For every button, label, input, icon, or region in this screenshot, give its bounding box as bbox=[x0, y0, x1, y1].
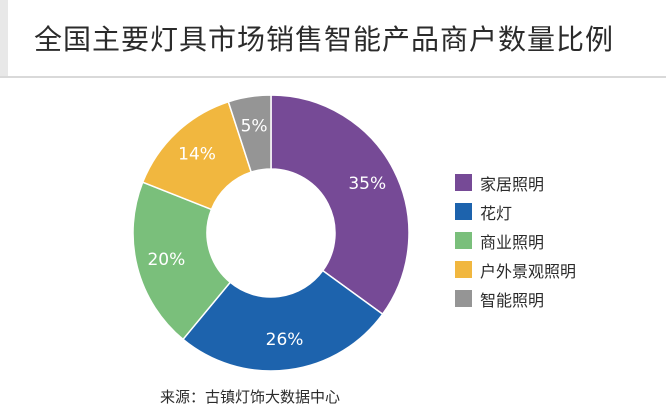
title-divider bbox=[0, 76, 666, 78]
title-accent-bar bbox=[0, 0, 8, 78]
slice-label-smart-lighting: 5% bbox=[241, 116, 268, 136]
legend-item-outdoor-landscape-lighting: 户外景观照明 bbox=[455, 255, 576, 284]
slice-label-home-lighting: 35% bbox=[348, 174, 386, 194]
legend-item-commercial-lighting: 商业照明 bbox=[455, 226, 576, 255]
legend-swatch bbox=[455, 232, 472, 249]
legend-item-home-lighting: 家居照明 bbox=[455, 168, 576, 197]
legend-swatch bbox=[455, 261, 472, 278]
slice-chandelier bbox=[181, 269, 384, 372]
legend-label: 商业照明 bbox=[480, 232, 545, 252]
slice-smart-lighting bbox=[227, 94, 272, 174]
legend-label: 户外景观照明 bbox=[480, 261, 577, 281]
source-note: 来源：古镇灯饰大数据中心 bbox=[160, 388, 341, 406]
slice-label-chandelier: 26% bbox=[266, 330, 304, 350]
legend-label: 家居照明 bbox=[480, 174, 545, 194]
legend-label: 智能照明 bbox=[480, 290, 545, 310]
legend: 家居照明 花灯 商业照明 户外景观照明 智能照明 bbox=[455, 168, 576, 313]
legend-item-chandelier: 花灯 bbox=[455, 197, 576, 226]
legend-swatch bbox=[455, 290, 472, 307]
legend-item-smart-lighting: 智能照明 bbox=[455, 284, 576, 313]
legend-swatch bbox=[455, 174, 472, 191]
slice-label-commercial-lighting: 20% bbox=[147, 250, 185, 270]
slice-label-outdoor-landscape-lighting: 14% bbox=[178, 144, 216, 164]
slice-home-lighting bbox=[270, 94, 410, 316]
chart-title: 全国主要灯具市场销售智能产品商户数量比例 bbox=[34, 23, 615, 56]
legend-swatch bbox=[455, 203, 472, 220]
legend-label: 花灯 bbox=[480, 203, 513, 223]
slice-commercial-lighting bbox=[132, 181, 232, 341]
